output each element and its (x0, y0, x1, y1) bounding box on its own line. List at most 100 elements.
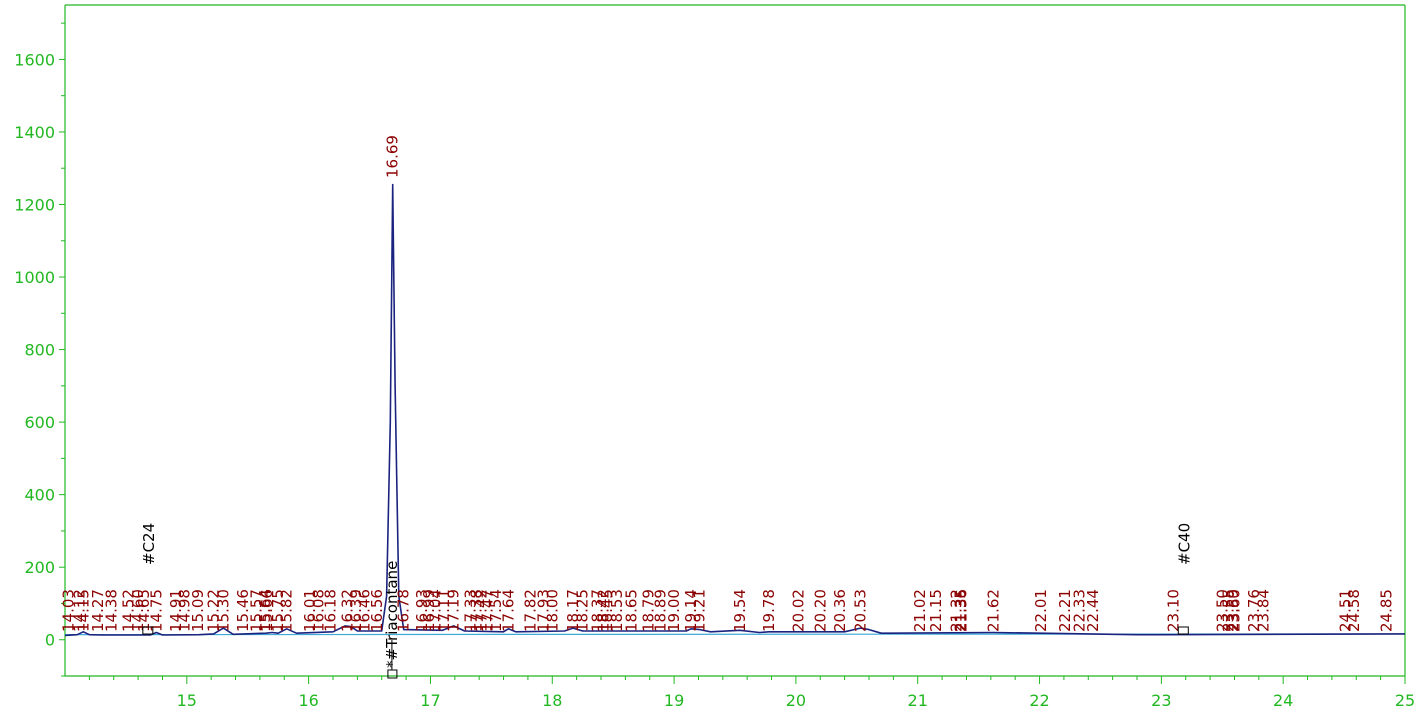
peak-label: 21.15 (927, 589, 945, 632)
peak-label: 23.60 (1226, 589, 1244, 632)
peak-label: 16.08 (309, 589, 327, 632)
x-tick-label: 18 (542, 691, 562, 710)
x-tick-label: 15 (177, 691, 197, 710)
peak-label: 18.42 (594, 589, 612, 632)
peak-label: 18.53 (608, 589, 626, 632)
peak-label: 17.54 (487, 589, 505, 632)
peak-label: 14.12 (71, 589, 89, 632)
peak-label: 20.02 (789, 589, 807, 632)
x-tick-label: 21 (908, 691, 928, 710)
peak-label: 19.21 (691, 589, 709, 632)
peak-label: 16.32 (339, 589, 357, 632)
peak-label: 21.62 (984, 589, 1002, 632)
peak-label: 18.45 (598, 589, 616, 632)
peak-label: 14.65 (135, 589, 153, 632)
peak-label: 16.93 (413, 589, 431, 632)
peak-label: 19.54 (731, 589, 749, 632)
peak-label: 18.79 (640, 589, 658, 632)
peak-label: 22.44 (1084, 589, 1102, 632)
y-tick-label: 200 (24, 558, 55, 577)
y-tick-label: 0 (45, 631, 55, 650)
peak-label: 14.03 (60, 589, 78, 632)
peak-label: 17.38 (468, 589, 486, 632)
peak-label: 18.25 (574, 589, 592, 632)
y-axis-ticks: 0 200 400 600 800 1000 1200 1400 1600 (14, 22, 65, 677)
peak-label: 23.55 (1219, 589, 1237, 632)
peak-label: 15.46 (234, 589, 252, 632)
reference-markers: #C24 *#Triacontane #C40 (140, 523, 1193, 679)
peak-label: 17.04 (426, 589, 444, 632)
peak-label: 23.50 (1213, 589, 1231, 632)
peak-label: 22.33 (1071, 589, 1089, 632)
peak-label: 16.18 (322, 589, 340, 632)
x-tick-label: 20 (786, 691, 806, 710)
peak-label: 22.21 (1056, 589, 1074, 632)
peak-label: 23.59 (1224, 589, 1242, 632)
x-tick-label: 19 (664, 691, 684, 710)
peak-label: 19.00 (665, 589, 683, 632)
y-tick-label: 800 (24, 341, 55, 360)
peak-label: 24.85 (1378, 589, 1396, 632)
peak-label: 17.82 (521, 589, 539, 632)
peak-label: 22.01 (1032, 589, 1050, 632)
x-tick-label: 24 (1273, 691, 1293, 710)
peak-label: 14.27 (89, 589, 107, 632)
axes (64, 4, 1406, 677)
peak-label: 16.01 (301, 589, 319, 632)
y-tick-label: 600 (24, 413, 55, 432)
x-axis-ticks: 15 16 17 18 19 20 21 22 23 24 25 (88, 676, 1415, 710)
x-tick-label: 17 (420, 691, 440, 710)
peak-label: 16.39 (347, 589, 365, 632)
x-tick-label: 16 (298, 691, 318, 710)
peak-label: 20.20 (811, 589, 829, 632)
y-tick-label: 1200 (14, 195, 55, 214)
peak-label: 14.60 (129, 589, 147, 632)
marker-label: #C40 (1175, 523, 1193, 565)
peak-label: 24.51 (1336, 589, 1354, 632)
peak-label: 21.02 (911, 589, 929, 632)
peak-label: 21.36 (953, 589, 971, 632)
peak-label: 15.09 (189, 589, 207, 632)
peak-label: 21.35 (951, 589, 969, 632)
peak-label: 18.89 (652, 589, 670, 632)
peak-label: 14.91 (167, 589, 185, 632)
x-tick-label: 25 (1395, 691, 1415, 710)
marker-label: *#Triacontane (383, 561, 401, 668)
peak-label: 21.32 (948, 589, 966, 632)
peak-label: 15.30 (214, 589, 232, 632)
peak-label: 17.11 (435, 589, 453, 632)
peak-label: 17.42 (473, 589, 491, 632)
peak-label: 23.84 (1255, 589, 1273, 632)
peak-label: 14.52 (119, 589, 137, 632)
peak-label: 18.17 (564, 589, 582, 632)
x-tick-label: 22 (1029, 691, 1049, 710)
peak-label: 23.76 (1245, 589, 1263, 632)
peak-label: 15.22 (205, 589, 223, 632)
peak-label: 15.75 (269, 589, 287, 632)
trace-line (64, 183, 1406, 637)
marker-box (1177, 626, 1189, 635)
marker-box (387, 669, 398, 679)
peak-label: 16.99 (420, 589, 438, 632)
y-tick-label: 1000 (14, 268, 55, 287)
peak-label: 14.38 (102, 589, 120, 632)
peak-label: 14.15 (74, 589, 92, 632)
peak-label: 16.69 (384, 135, 402, 178)
peak-label: 15.82 (278, 589, 296, 632)
peak-label: 16.46 (356, 589, 374, 632)
peak-label: 17.93 (535, 589, 553, 632)
peak-label: 18.65 (623, 589, 641, 632)
peak-label: 23.10 (1165, 589, 1183, 632)
peak-label: 15.57 (247, 589, 265, 632)
peak-label: 24.58 (1345, 589, 1363, 632)
peak-label: 17.19 (445, 589, 463, 632)
peak-label: 16.78 (395, 589, 413, 632)
peak-label: 15.64 (256, 589, 274, 632)
peak-label: 17.64 (499, 589, 517, 632)
y-tick-label: 400 (24, 486, 55, 505)
peak-label: 17.33 (462, 589, 480, 632)
peak-label: 14.75 (147, 589, 165, 632)
chromatogram-trace (64, 183, 1406, 637)
